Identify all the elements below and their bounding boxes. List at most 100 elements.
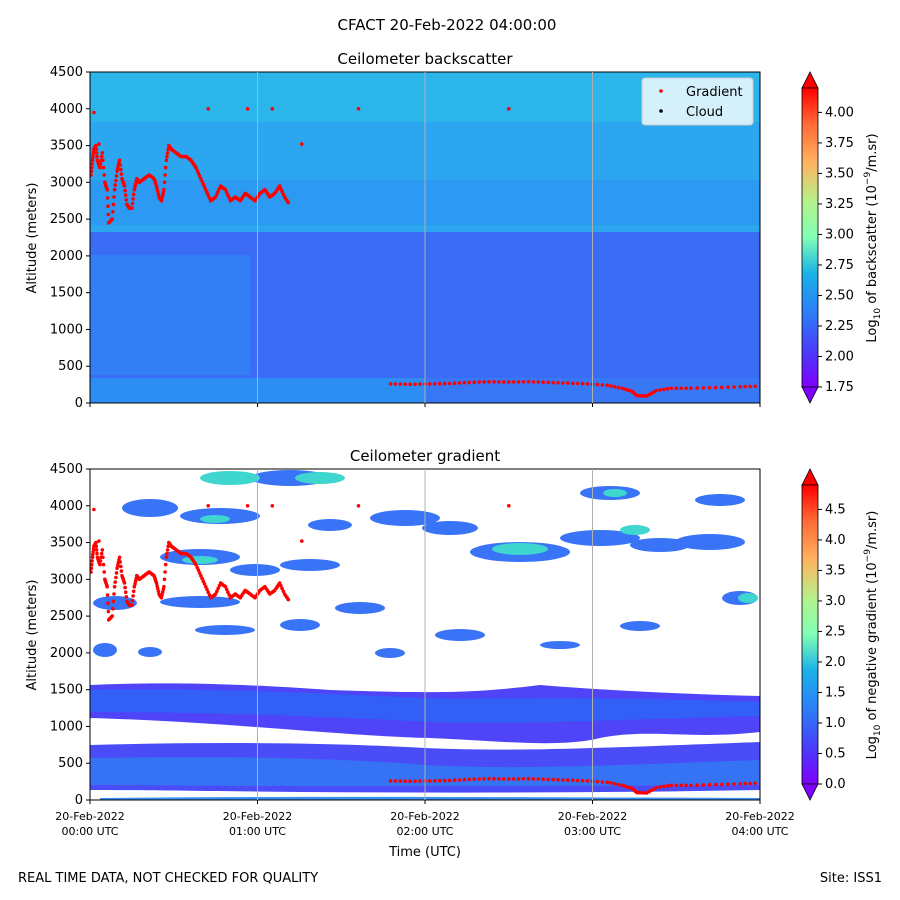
gradient-ylabel: Altitude (meters) [25, 580, 40, 691]
gradient-point [356, 107, 361, 111]
gradient-point [95, 551, 99, 556]
gradient-point [114, 571, 119, 575]
gradient-point [669, 783, 674, 788]
gradient-point [472, 777, 477, 781]
gradient-point [115, 566, 119, 571]
gradient-point [155, 187, 159, 191]
gradient-point [163, 165, 168, 170]
gradient-point [566, 778, 570, 782]
gradient-point [91, 153, 95, 157]
gradient-title: Ceilometer gradient [350, 447, 500, 465]
colorbar-tick-label: 2.25 [825, 319, 854, 334]
y-tick-label: 3000 [50, 175, 83, 190]
colorbar-tick-label: 4.5 [825, 502, 846, 517]
gradient-point [403, 382, 408, 387]
gradient-point [131, 192, 136, 197]
colorbar-tick-label: 3.75 [825, 136, 854, 151]
gradient-point [98, 562, 102, 567]
gradient-point [701, 783, 706, 787]
gradient-point [161, 190, 166, 195]
gradient-point [571, 381, 575, 386]
y-tick-label: 2500 [50, 609, 83, 624]
gradient-point [133, 185, 137, 189]
gradient-point [442, 778, 447, 783]
gradient-point [98, 162, 103, 166]
gradient-point [123, 193, 128, 197]
gradient-point [164, 555, 169, 560]
gradient-point [654, 785, 659, 790]
gradient-point [100, 548, 105, 552]
gradient-point [204, 584, 208, 589]
y-tick-label: 3000 [50, 572, 83, 587]
gradient-point [609, 781, 613, 785]
gradient-point [270, 107, 275, 111]
gradient-point [732, 385, 736, 389]
gradient-point [117, 158, 122, 163]
gradient-point [117, 555, 122, 560]
gradient-point [112, 592, 116, 596]
gradient-point [393, 382, 398, 386]
gradient-point [194, 165, 198, 170]
gradient-point [457, 381, 462, 385]
gradient-point [580, 381, 585, 386]
gradient-point [105, 584, 109, 589]
gradient-point [197, 571, 202, 575]
gradient-point [388, 779, 393, 783]
gradient-point [122, 184, 127, 188]
gradient-point [679, 386, 683, 391]
gradient-point [90, 169, 94, 174]
gradient-point [418, 382, 422, 386]
legend-cloud-label: Cloud [686, 105, 723, 120]
gradient-point [398, 779, 403, 783]
gradient-point [541, 380, 545, 385]
gradient-point [612, 782, 617, 786]
gradient-point [546, 380, 550, 385]
gradient-point [118, 560, 122, 564]
gradient-point [605, 780, 610, 785]
y-tick-label: 0 [75, 793, 83, 808]
gradient-point [119, 172, 124, 176]
gradient-point [213, 592, 218, 596]
gradient-point [217, 187, 222, 191]
colorbar-tick-label: 1.0 [825, 716, 846, 731]
gradient-point [536, 777, 541, 781]
y-tick-label: 2000 [50, 249, 83, 264]
gradient-point [674, 783, 679, 788]
gradient-point [408, 382, 413, 387]
gradient-point [580, 778, 585, 783]
gradient-point [616, 385, 621, 390]
gradient-point [226, 590, 230, 594]
gradient-point [216, 586, 220, 591]
legend-gradient-label: Gradient [686, 85, 743, 100]
gradient-point [457, 778, 462, 782]
footer-site: Site: ISS1 [820, 871, 882, 886]
gradient-point [662, 387, 666, 392]
gradient-point [738, 385, 743, 389]
gradient-point [467, 380, 472, 385]
gradient-point [726, 782, 730, 786]
gradient-point [111, 607, 115, 611]
gradient-point [154, 184, 159, 188]
gradient-point [612, 385, 617, 389]
gradient-point [270, 504, 275, 508]
gradient-point [507, 777, 511, 781]
gradient-point [462, 380, 467, 385]
gradient-point [162, 577, 167, 582]
gradient-point [428, 779, 432, 783]
colorbar-tick-label: 3.50 [825, 166, 854, 181]
gradient-point [477, 777, 482, 781]
gradient-point [492, 777, 496, 781]
x-tick-date: 20-Feb-2022 [390, 810, 459, 823]
x-tick-date: 20-Feb-2022 [558, 810, 627, 823]
gradient-point [516, 380, 521, 384]
y-tick-label: 3500 [50, 536, 83, 551]
gradient-point [452, 381, 457, 386]
gradient-point [748, 384, 752, 389]
gradient-point [679, 783, 683, 788]
gradient-point [111, 202, 116, 207]
gradient-point [133, 579, 138, 583]
gradient-point [561, 381, 565, 385]
gradient-x-axis: 20-Feb-2022 00:00 UTC 20-Feb-2022 01:00 UTC… [55, 800, 795, 838]
colorbar-tick-label: 2.0 [825, 655, 846, 670]
gradient-point [124, 198, 129, 202]
